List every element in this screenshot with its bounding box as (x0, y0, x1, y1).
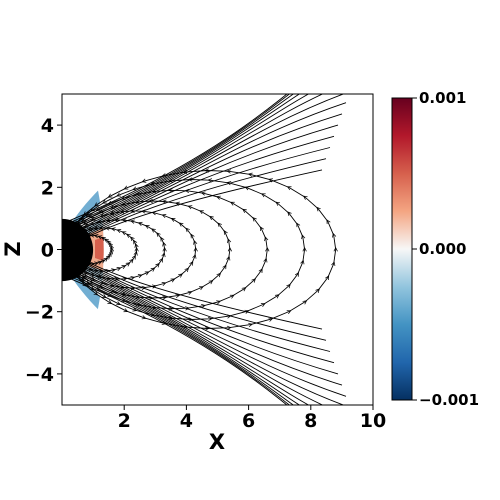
field-line (69, 278, 288, 405)
plot-background (62, 94, 373, 405)
field-line (69, 102, 347, 236)
field-line (62, 171, 335, 329)
field-line (69, 263, 347, 397)
colorbar: 0.001 0.000 −0.001 (391, 89, 479, 409)
field-line (69, 255, 331, 352)
x-tick-label: 8 (304, 410, 317, 432)
x-tick-label: 2 (118, 410, 131, 432)
field-line (69, 94, 301, 228)
y-tick-label: −2 (25, 302, 54, 324)
colorbar-gradient (391, 97, 413, 401)
y-tick-label: 2 (41, 177, 54, 199)
field-line (69, 94, 288, 221)
colorbar-tick-label: −0.001 (419, 391, 479, 409)
field-line (69, 135, 335, 242)
y-tick-label: 0 (41, 240, 54, 262)
y-axis-label: Z (1, 241, 25, 256)
plot-area (61, 93, 374, 406)
field-line (69, 94, 291, 223)
colorbar-ticks: 0.001 0.000 −0.001 (412, 89, 479, 409)
field-line (69, 261, 343, 386)
field-line (69, 259, 339, 375)
x-tick-label: 6 (242, 410, 255, 432)
x-tick-label: 10 (360, 410, 386, 432)
field-line (69, 94, 345, 234)
field-line (69, 94, 295, 226)
field-line (69, 113, 343, 238)
x-axis-label: X (209, 430, 225, 454)
field-line (69, 273, 295, 405)
field-line (69, 269, 310, 405)
field-line (69, 257, 335, 364)
field-line (69, 271, 301, 405)
x-axis: 2 4 6 8 10 (118, 405, 386, 432)
field-line (69, 265, 345, 405)
field-line (69, 276, 291, 405)
y-axis: −4 −2 0 2 4 (25, 115, 62, 386)
field-line (69, 267, 324, 405)
colorbar-tick-label: 0.000 (419, 240, 466, 258)
field-line (69, 124, 339, 240)
central-body (62, 218, 94, 282)
x-tick-label: 4 (180, 410, 193, 432)
field-line (69, 94, 324, 232)
field-line (69, 94, 310, 230)
y-tick-label: 4 (41, 115, 54, 137)
field-line (69, 147, 331, 244)
colorbar-tick-label: 0.001 (419, 89, 466, 107)
y-tick-label: −4 (25, 364, 54, 386)
